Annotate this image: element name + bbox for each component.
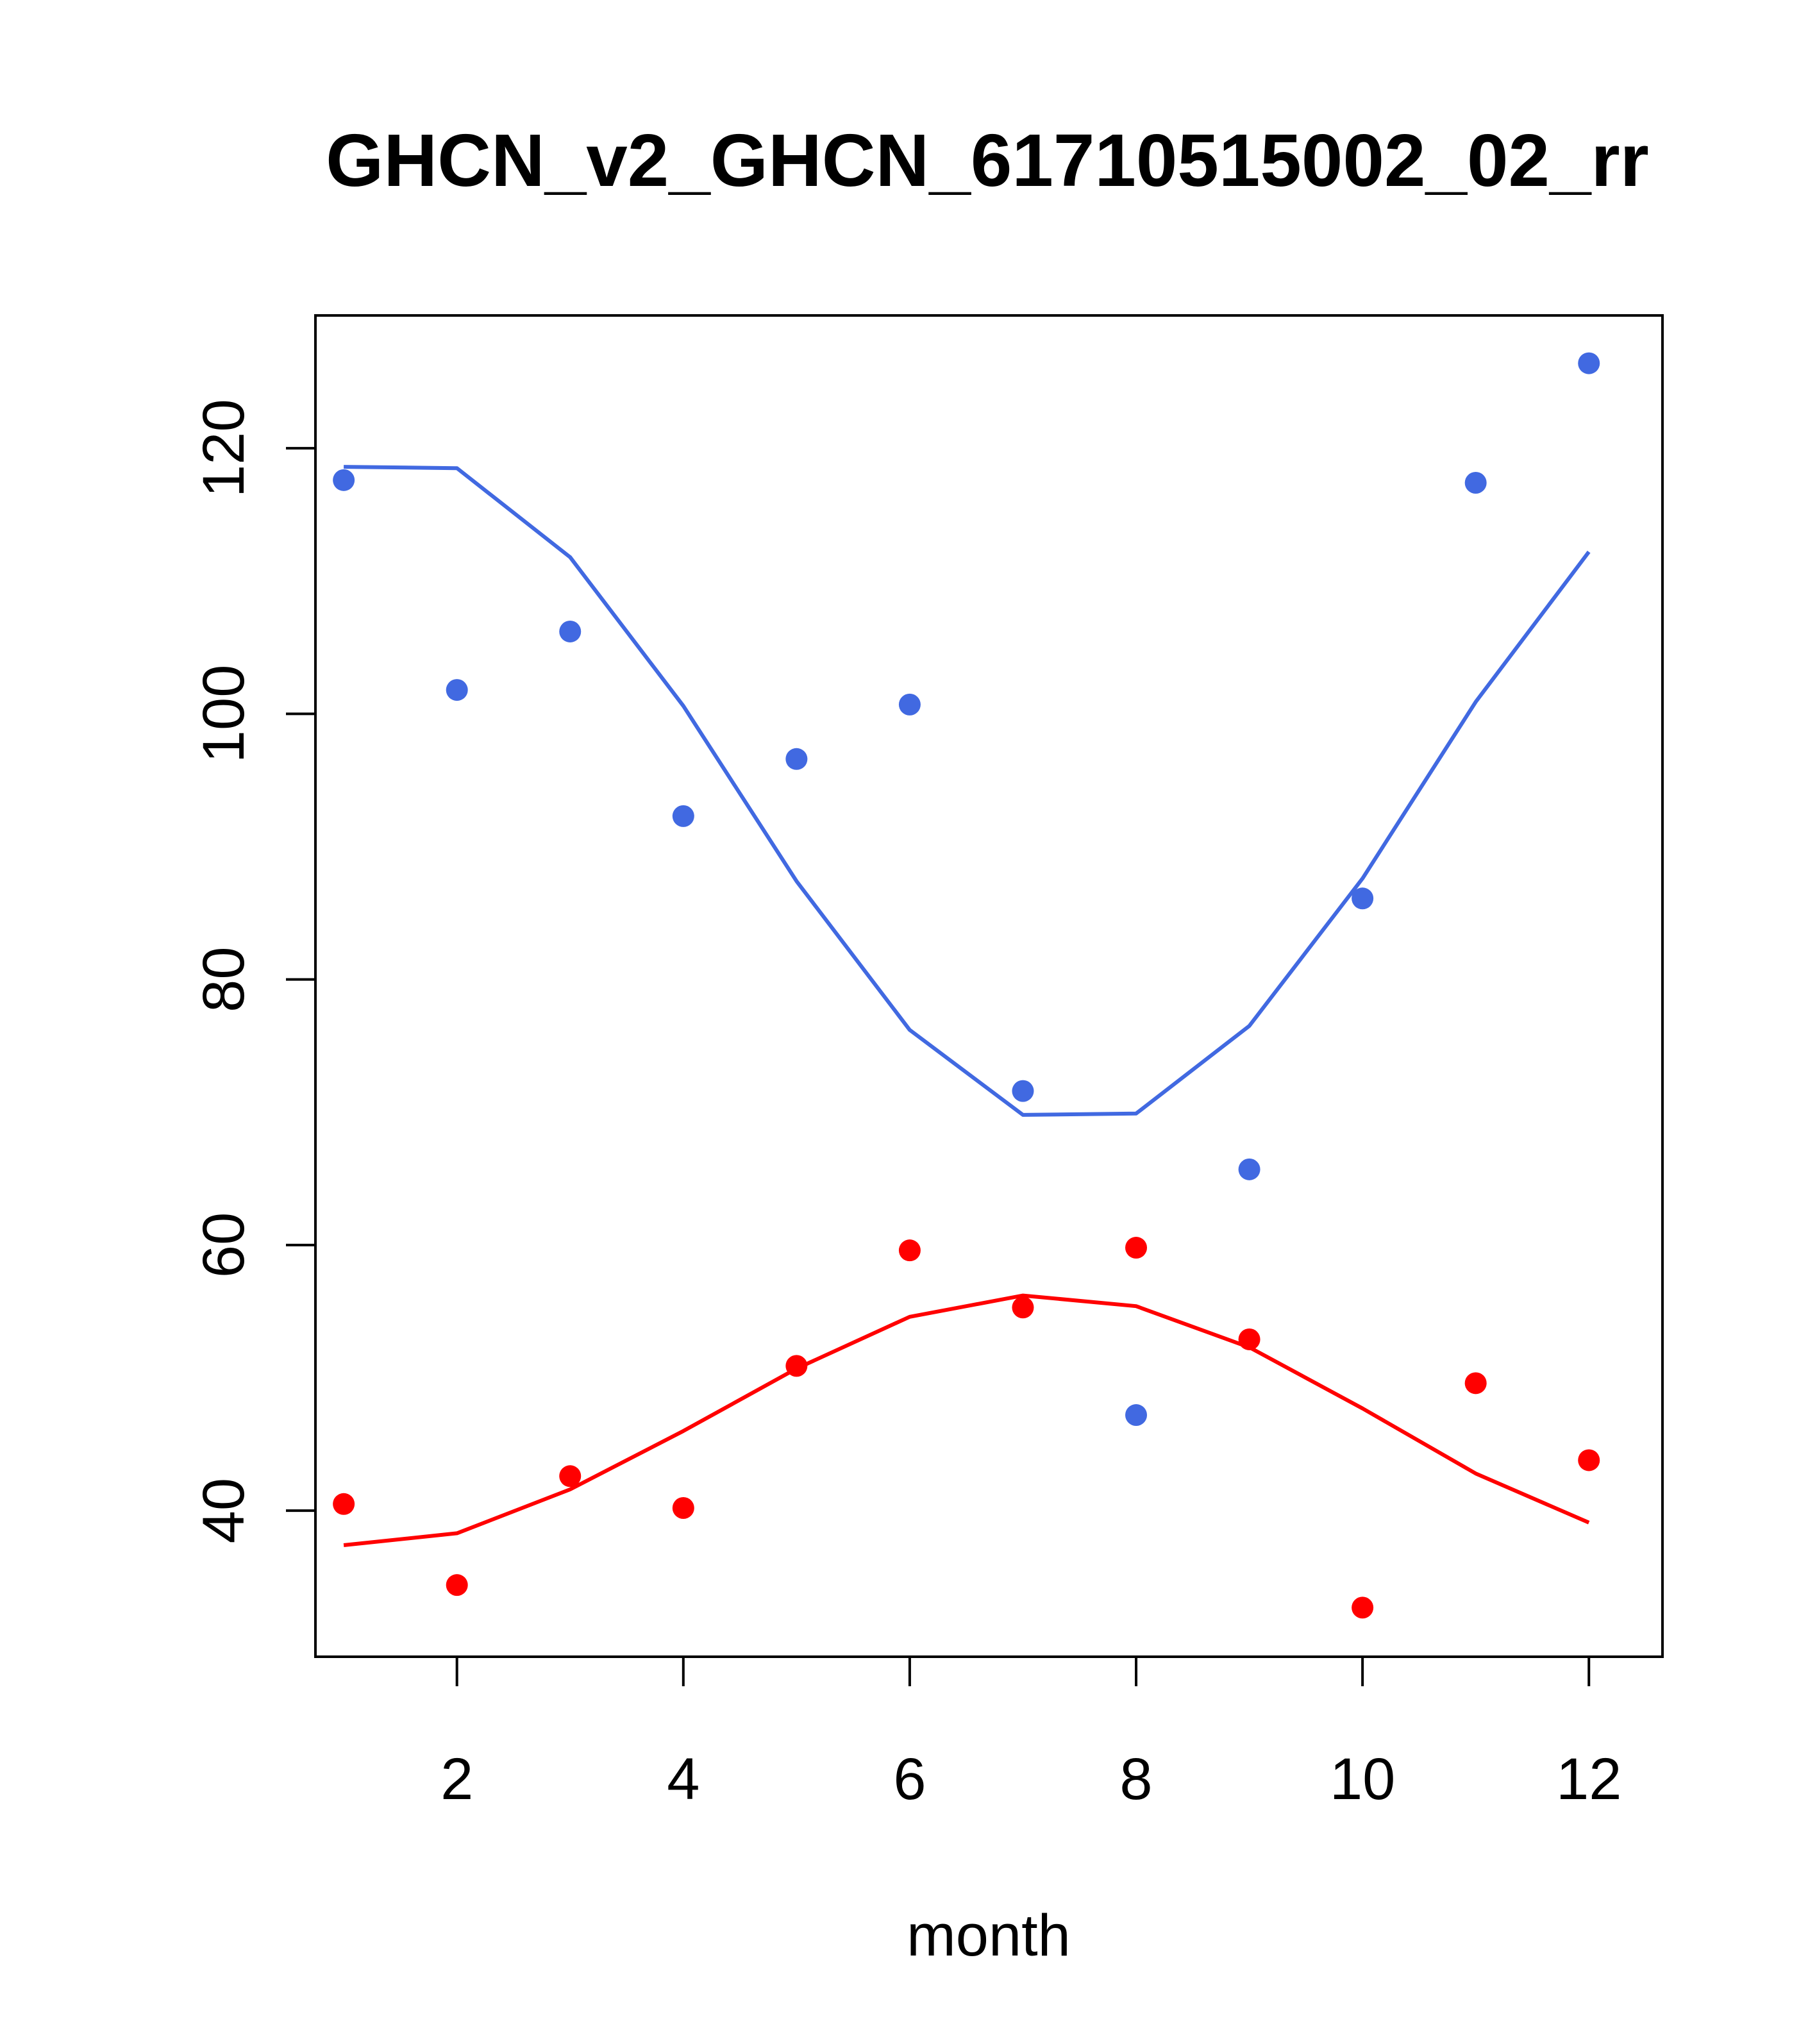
series-2-point (559, 1465, 582, 1487)
x-tick-label: 6 (893, 1747, 926, 1812)
series-1-point (1578, 352, 1600, 374)
series-2-fit-line (343, 1293, 1590, 1547)
series-1-point (1012, 1080, 1034, 1102)
series-2-point (1238, 1328, 1260, 1350)
series-layer (333, 352, 1600, 1619)
x-axis: 2 4 6 8 10 12 (440, 1657, 1621, 1812)
series-1-point (1464, 471, 1487, 494)
x-tick-label: 4 (667, 1747, 699, 1812)
x-tick-label: 8 (1119, 1747, 1152, 1812)
series-2-point (898, 1239, 921, 1262)
y-tick-label: 120 (191, 399, 256, 498)
series-2-point (1578, 1449, 1600, 1471)
chart-title: GHCN_v2_GHCN_61710515002_02_rr (326, 119, 1649, 202)
series-1-point (785, 748, 808, 770)
plot-frame (314, 314, 1664, 1658)
x-tick-label: 2 (440, 1747, 473, 1812)
x-tick-label: 12 (1556, 1747, 1621, 1812)
y-tick-label: 80 (191, 946, 256, 1012)
y-tick-label: 40 (191, 1478, 256, 1543)
series-1-point (1125, 1404, 1148, 1427)
series-2-point (672, 1497, 694, 1520)
series-1-point (333, 469, 355, 491)
series-2-point (1012, 1296, 1034, 1319)
series-2-point (785, 1355, 808, 1377)
series-2-point (446, 1574, 468, 1596)
y-axis: 40 60 80 100 120 (191, 399, 315, 1543)
series-1-fit-line (344, 465, 1591, 1117)
series-2-point (1125, 1237, 1148, 1259)
series-2-point (1464, 1372, 1487, 1395)
series-1-point (1352, 887, 1374, 910)
y-tick-label: 100 (191, 665, 256, 764)
series-1-point (672, 805, 694, 827)
series-1-point (1238, 1158, 1260, 1180)
y-tick-label: 60 (191, 1212, 256, 1278)
series-2-point (333, 1493, 355, 1515)
series-1-point (898, 693, 921, 716)
series-1-point (559, 620, 582, 642)
series-2-point (1352, 1596, 1374, 1619)
x-tick-label: 10 (1330, 1747, 1395, 1812)
x-axis-label: month (907, 1903, 1071, 1968)
series-1-point (446, 679, 468, 701)
